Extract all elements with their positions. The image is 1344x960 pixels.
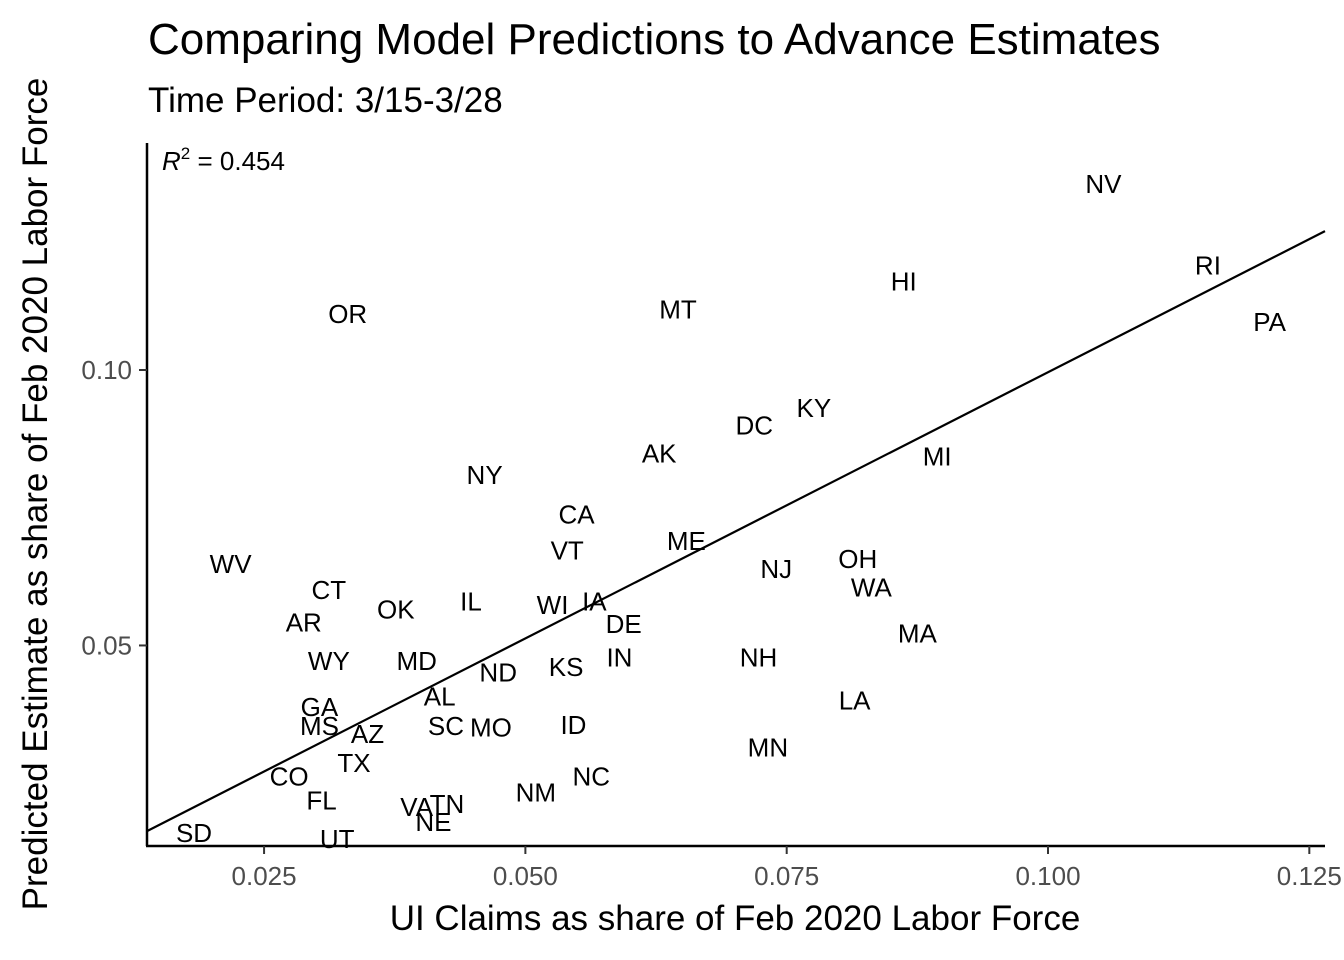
- point-label-il: IL: [460, 586, 482, 616]
- point-label-de: DE: [606, 609, 642, 639]
- point-label-az: AZ: [351, 719, 384, 749]
- point-label-ga: GA: [301, 692, 339, 722]
- point-label-ct: CT: [312, 575, 347, 605]
- point-label-ky: KY: [797, 393, 832, 423]
- point-label-mn: MN: [748, 732, 788, 762]
- point-label-in: IN: [606, 643, 632, 673]
- point-label-ks: KS: [549, 652, 584, 682]
- point-label-ma: MA: [898, 618, 938, 648]
- point-label-al: AL: [424, 682, 456, 712]
- x-axis-label: UI Claims as share of Feb 2020 Labor For…: [390, 899, 1081, 938]
- point-label-sc: SC: [428, 711, 464, 741]
- x-tick-label: 0.050: [493, 861, 558, 891]
- point-label-la: LA: [839, 686, 871, 716]
- point-label-sd: SD: [176, 818, 212, 848]
- point-label-tn: TN: [430, 789, 465, 819]
- point-label-va: VA: [400, 792, 433, 822]
- point-label-dc: DC: [736, 411, 774, 441]
- point-label-vt: VT: [551, 536, 584, 566]
- point-label-ms: MS: [300, 711, 339, 741]
- point-label-wv: WV: [210, 549, 253, 579]
- y-tick-label: 0.10: [81, 355, 132, 385]
- r-squared-exponent: 2: [181, 144, 190, 163]
- point-label-ar: AR: [286, 607, 322, 637]
- x-tick-label: 0.125: [1277, 861, 1342, 891]
- point-label-ri: RI: [1195, 250, 1221, 280]
- r-squared-annotation: R2 = 0.454: [162, 144, 285, 176]
- point-label-mo: MO: [470, 713, 512, 743]
- point-label-me: ME: [667, 526, 706, 556]
- x-tick-label: 0.100: [1015, 861, 1080, 891]
- point-label-wi: WI: [537, 590, 569, 620]
- point-label-md: MD: [396, 646, 436, 676]
- y-tick-label: 0.05: [81, 630, 132, 660]
- x-tick-label: 0.075: [754, 861, 819, 891]
- point-label-ia: IA: [582, 586, 607, 616]
- point-label-pa: PA: [1253, 307, 1286, 337]
- point-label-or: OR: [328, 299, 367, 329]
- point-label-co: CO: [270, 762, 309, 792]
- x-tick-label: 0.025: [232, 861, 297, 891]
- point-label-mt: MT: [659, 294, 697, 324]
- point-label-wy: WY: [308, 646, 350, 676]
- point-label-nj: NJ: [760, 554, 792, 584]
- point-label-tx: TX: [337, 748, 370, 778]
- point-label-oh: OH: [838, 544, 877, 574]
- point-label-wa: WA: [851, 573, 893, 603]
- point-label-nd: ND: [479, 657, 517, 687]
- point-label-ok: OK: [377, 595, 415, 625]
- point-label-nv: NV: [1085, 169, 1122, 199]
- chart-title: Comparing Model Predictions to Advance E…: [148, 15, 1161, 64]
- point-label-ut: UT: [320, 824, 355, 854]
- point-label-nh: NH: [740, 643, 778, 673]
- point-label-nc: NC: [572, 762, 610, 792]
- y-axis-ticks: 0.05 0.10: [81, 355, 147, 660]
- point-label-ak: AK: [642, 439, 677, 469]
- point-label-nm: NM: [516, 778, 556, 808]
- point-label-mi: MI: [923, 441, 952, 471]
- r-squared-symbol: R: [162, 146, 181, 176]
- point-label-ny: NY: [467, 460, 503, 490]
- x-axis-ticks: 0.025 0.050 0.075 0.100 0.125: [232, 846, 1342, 891]
- r-squared-value: = 0.454: [190, 146, 285, 176]
- point-label-id: ID: [560, 710, 586, 740]
- chart-subtitle: Time Period: 3/15-3/28: [148, 81, 503, 120]
- y-axis-label: Predicted Estimate as share of Feb 2020 …: [16, 78, 55, 911]
- fit-line: [146, 230, 1326, 833]
- point-label-hi: HI: [891, 266, 917, 296]
- point-label-ne: NE: [415, 807, 451, 837]
- point-label-ca: CA: [559, 499, 596, 529]
- point-label-fl: FL: [306, 785, 336, 815]
